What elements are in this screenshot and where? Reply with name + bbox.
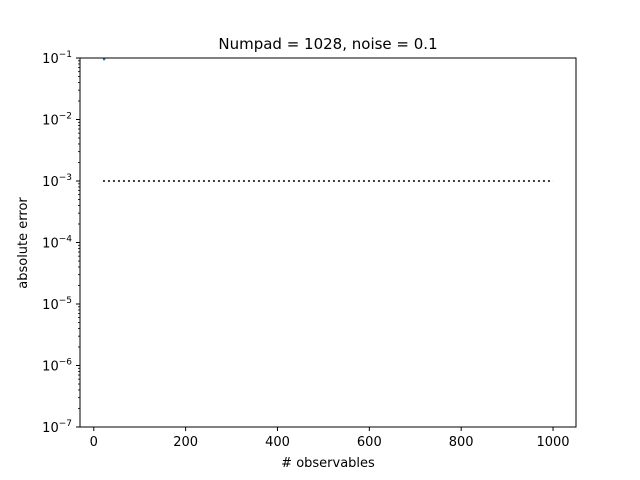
y-axis-label: absolute error xyxy=(16,197,31,289)
chart-title: Numpad = 1028, noise = 0.1 xyxy=(218,35,437,53)
y-tick-label: 10−7 xyxy=(42,419,72,436)
x-tick-label: 0 xyxy=(90,435,98,450)
x-axis-label: # observables xyxy=(281,456,375,471)
x-tick-label: 800 xyxy=(449,435,474,450)
plot-area: 0 200 400 600 800 1000 10−7 10−6 10−5 10−4 10−3 10−… xyxy=(42,50,577,450)
y-tick-label: 10−5 xyxy=(42,296,72,313)
x-tick-label: 600 xyxy=(357,435,382,450)
y-tick-label: 10−2 xyxy=(42,112,72,129)
y-tick-label: 10−1 xyxy=(42,50,72,67)
x-tick-label: 1000 xyxy=(536,435,569,450)
x-tick-label: 400 xyxy=(265,435,290,450)
x-tick-label: 200 xyxy=(173,435,198,450)
y-tick-label: 10−3 xyxy=(42,173,72,190)
plot-frame xyxy=(79,57,577,428)
y-tick-label: 10−6 xyxy=(42,358,72,375)
y-tick-label: 10−4 xyxy=(42,235,72,252)
